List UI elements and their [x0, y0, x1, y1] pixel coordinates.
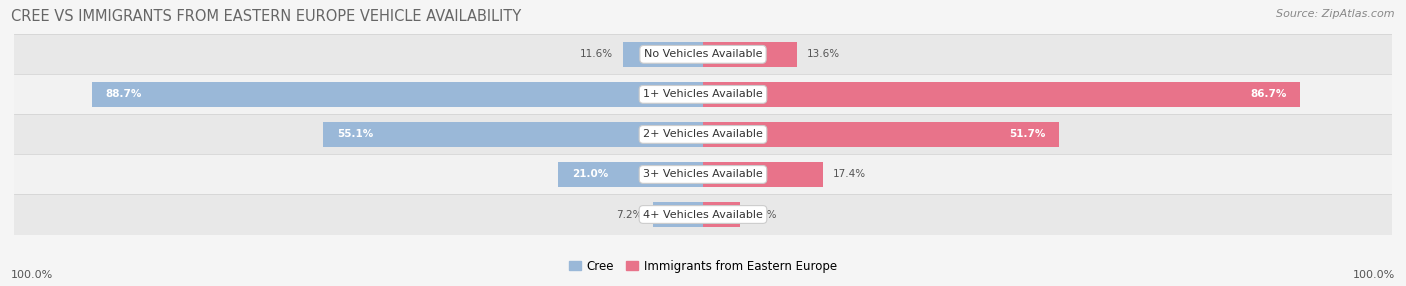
- Bar: [703, 162, 823, 187]
- Bar: [623, 42, 703, 67]
- Text: 86.7%: 86.7%: [1250, 90, 1286, 99]
- Bar: [91, 82, 703, 107]
- Bar: [323, 122, 703, 147]
- Bar: [14, 34, 1392, 74]
- Text: 7.2%: 7.2%: [617, 210, 643, 219]
- Text: 13.6%: 13.6%: [807, 49, 841, 59]
- Text: CREE VS IMMIGRANTS FROM EASTERN EUROPE VEHICLE AVAILABILITY: CREE VS IMMIGRANTS FROM EASTERN EUROPE V…: [11, 9, 522, 23]
- Text: 55.1%: 55.1%: [337, 130, 374, 139]
- Text: 88.7%: 88.7%: [105, 90, 142, 99]
- Text: 51.7%: 51.7%: [1010, 130, 1046, 139]
- Text: 17.4%: 17.4%: [834, 170, 866, 179]
- Text: 100.0%: 100.0%: [1353, 270, 1395, 280]
- Text: 3+ Vehicles Available: 3+ Vehicles Available: [643, 170, 763, 179]
- Text: 2+ Vehicles Available: 2+ Vehicles Available: [643, 130, 763, 139]
- Text: No Vehicles Available: No Vehicles Available: [644, 49, 762, 59]
- Bar: [703, 42, 797, 67]
- Bar: [558, 162, 703, 187]
- Bar: [703, 122, 1059, 147]
- Bar: [14, 154, 1392, 194]
- Text: 11.6%: 11.6%: [579, 49, 613, 59]
- Text: 21.0%: 21.0%: [572, 170, 609, 179]
- Text: Source: ZipAtlas.com: Source: ZipAtlas.com: [1277, 9, 1395, 19]
- Bar: [14, 74, 1392, 114]
- Text: 4+ Vehicles Available: 4+ Vehicles Available: [643, 210, 763, 219]
- Text: 100.0%: 100.0%: [11, 270, 53, 280]
- Bar: [654, 202, 703, 227]
- Bar: [703, 202, 740, 227]
- Text: 1+ Vehicles Available: 1+ Vehicles Available: [643, 90, 763, 99]
- Bar: [14, 114, 1392, 154]
- Text: 5.4%: 5.4%: [751, 210, 778, 219]
- Legend: Cree, Immigrants from Eastern Europe: Cree, Immigrants from Eastern Europe: [569, 260, 837, 273]
- Bar: [14, 194, 1392, 235]
- Bar: [703, 82, 1301, 107]
